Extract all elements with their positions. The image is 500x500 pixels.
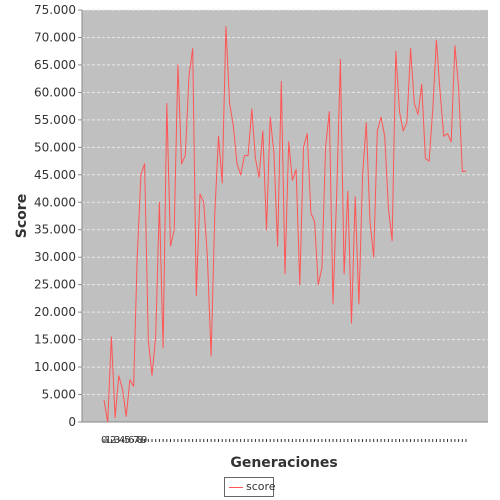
- x-tick-label: 3: [114, 435, 120, 446]
- y-tick-label: 20.000: [34, 305, 76, 319]
- x-tick-label: 8: [137, 435, 143, 446]
- y-tick-label: 75.000: [34, 3, 76, 17]
- y-tick-label: 15.000: [34, 333, 76, 347]
- x-tick-label: 5: [124, 435, 130, 446]
- y-axis-label: Score: [14, 194, 30, 238]
- y-tick-label: 0: [68, 415, 76, 429]
- y-tick-label: 5.000: [42, 388, 76, 402]
- y-tick-label: 25.000: [34, 278, 76, 292]
- y-tick-label: 50.000: [34, 140, 76, 154]
- y-tick-label: 65.000: [34, 58, 76, 72]
- x-tick-label: 4: [119, 435, 125, 446]
- plot-area: [82, 10, 488, 422]
- legend-line-swatch: [229, 487, 243, 488]
- y-tick-label: 10.000: [34, 360, 76, 374]
- legend: score: [224, 477, 276, 497]
- grid-lines: [82, 9, 488, 396]
- y-tick-label: 60.000: [34, 85, 76, 99]
- x-tick-label: 7: [133, 435, 139, 446]
- legend-label: score: [246, 480, 276, 493]
- y-tick-label: 35.000: [34, 223, 76, 237]
- y-tick-label: 30.000: [34, 250, 76, 264]
- y-axis-ticks: 0 5.000 10.000 15.000 20.000 25.000 30.000 35.0…: [34, 3, 82, 429]
- y-tick-label: 55.000: [34, 113, 76, 127]
- x-tick-label: 0: [101, 435, 107, 446]
- x-tick-label: 9: [141, 435, 147, 446]
- x-tick-label: 2: [110, 435, 116, 446]
- x-axis-label: Generaciones: [230, 455, 337, 471]
- y-tick-label: 70.000: [34, 30, 76, 44]
- y-tick-label: 40.000: [34, 195, 76, 209]
- x-tick-label: 6: [128, 435, 134, 446]
- x-tick-label: 1: [105, 435, 111, 446]
- series-line-score: [103, 26, 467, 423]
- y-tick-label: 45.000: [34, 168, 76, 182]
